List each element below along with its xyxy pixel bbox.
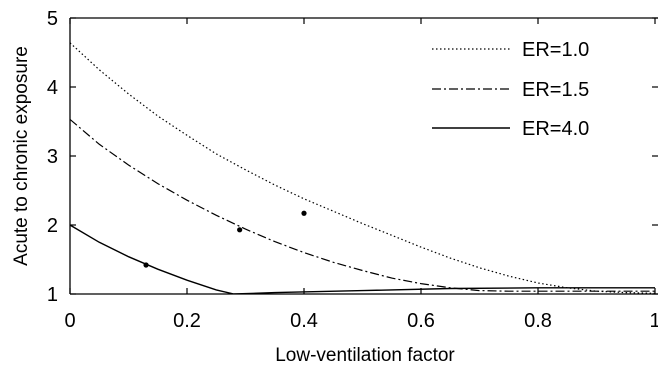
legend: ER=1.0 ER=1.5 ER=4.0 (432, 39, 589, 140)
data-point-marker (237, 227, 243, 233)
legend-label-er-1-0: ER=1.0 (522, 39, 589, 61)
x-tick-label: 1 (649, 310, 658, 332)
legend-label-er-4-0: ER=4.0 (522, 118, 589, 140)
data-point-marker (143, 262, 149, 268)
x-tick-label: 0.8 (524, 310, 552, 332)
legend-label-er-1-5: ER=1.5 (522, 79, 589, 101)
x-tick-label: 0 (64, 310, 75, 332)
y-tick-label: 3 (47, 146, 58, 168)
x-tick-label: 0.2 (173, 310, 201, 332)
y-tick-label: 2 (47, 215, 58, 237)
data-point-marker (301, 210, 307, 216)
y-tick-label: 4 (47, 77, 58, 99)
x-tick-label: 0.4 (290, 310, 318, 332)
x-axis-label: Low-ventilation factor (275, 345, 455, 366)
series-line-er-1-5 (70, 118, 655, 292)
series-line-er-4-0 (70, 224, 655, 294)
y-tick-label: 5 (47, 8, 58, 30)
y-tick-label: 1 (47, 284, 58, 306)
y-axis-label: Acute to chronic exposure (11, 46, 32, 266)
x-tick-label: 0.6 (407, 310, 435, 332)
